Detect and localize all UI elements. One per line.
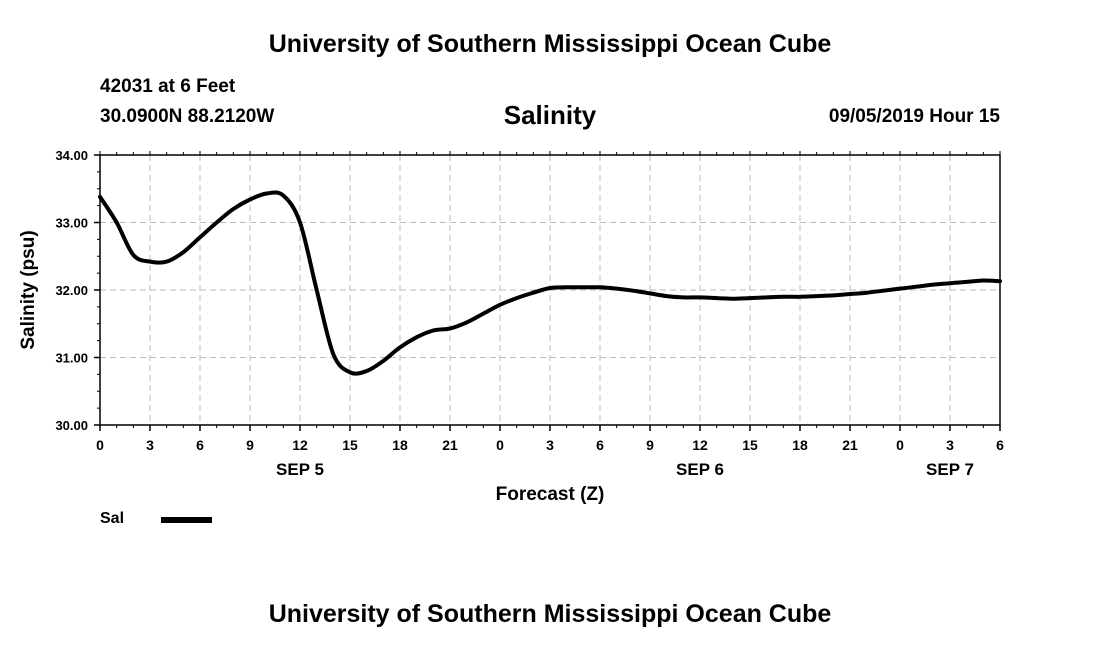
x-tick-label: 9 [646,437,654,453]
station-coordinates: 30.0900N 88.2120W [100,106,275,127]
x-tick-label: 12 [292,437,308,453]
x-tick-label: 21 [442,437,458,453]
x-tick-label: 18 [792,437,808,453]
x-tick-label: 18 [392,437,408,453]
chart-title: Salinity [503,100,597,130]
date-label: SEP 5 [276,460,324,479]
x-tick-label: 0 [496,437,504,453]
x-tick-label: 3 [146,437,154,453]
x-tick-label: 21 [842,437,858,453]
x-axis-label: Forecast (Z) [496,484,605,505]
forecast-datetime: 09/05/2019 Hour 15 [828,106,1000,127]
x-tick-label: 12 [692,437,708,453]
y-axis-label: Salinity (psu) [18,230,39,349]
bottom-title: University of Southern Mississippi Ocean… [268,600,832,628]
y-tick-label: 32.00 [55,283,88,298]
x-tick-label: 15 [742,437,758,453]
date-label: SEP 6 [676,460,724,479]
x-tick-label: 0 [896,437,904,453]
x-tick-label: 3 [946,437,954,453]
legend-label: Sal [100,510,125,527]
x-tick-label: 0 [96,437,104,453]
x-tick-label: 6 [996,437,1004,453]
axis-ticks [94,151,1001,431]
y-tick-label: 34.00 [55,148,88,163]
series-line-sal [98,190,1002,376]
y-tick-label: 31.00 [55,351,88,366]
x-tick-label: 15 [342,437,358,453]
station-label: 42031 at 6 Feet [100,76,236,97]
axis-labels: 0 3 6 9 12 15 18 21 0 3 6 9 12 15 18 21 0 3 6 30.00 31.00 32.… [55,148,1004,479]
legend-swatch [161,517,212,523]
grid-lines [100,155,1000,425]
y-tick-label: 33.00 [55,216,88,231]
x-tick-label: 3 [546,437,554,453]
x-tick-label: 9 [246,437,254,453]
top-title: University of Southern Mississippi Ocean… [268,30,832,58]
y-tick-label: 30.00 [55,418,88,433]
x-tick-label: 6 [596,437,604,453]
x-tick-label: 6 [196,437,204,453]
date-label: SEP 7 [926,460,974,479]
